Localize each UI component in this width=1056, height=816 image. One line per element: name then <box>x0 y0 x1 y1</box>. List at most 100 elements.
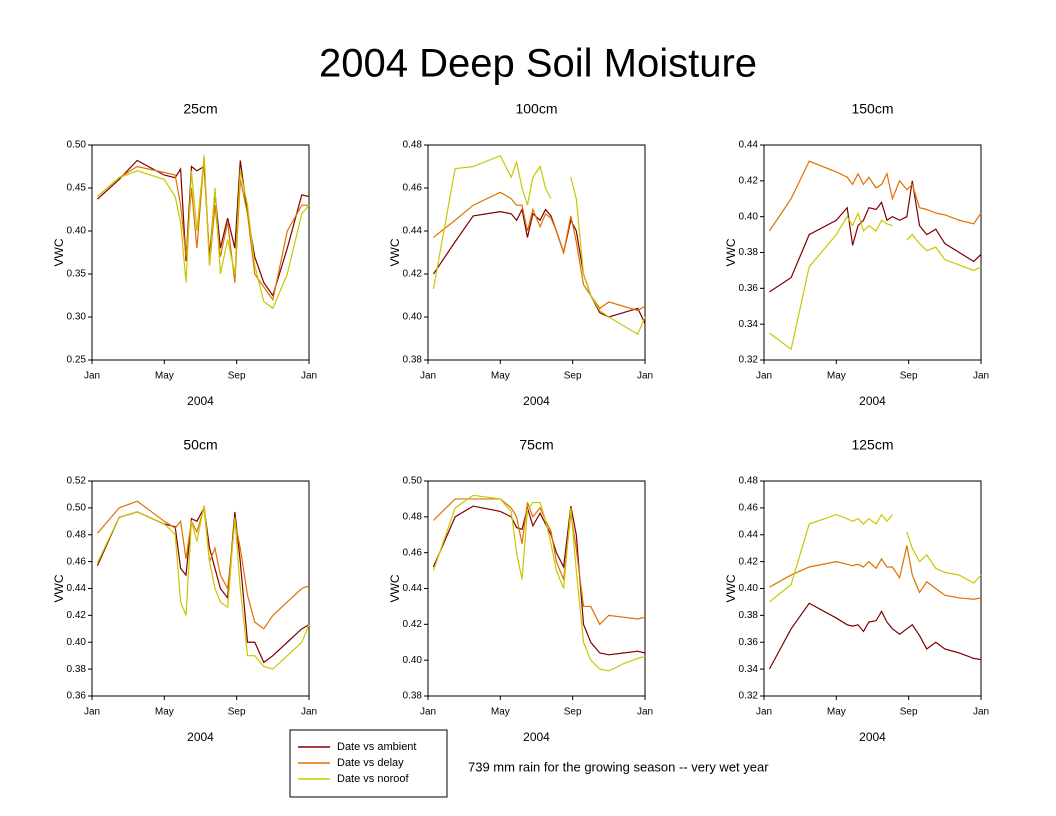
x-tick-label: Jan <box>301 707 317 718</box>
data-line <box>432 207 646 324</box>
x-tick-label: Jan <box>973 371 989 382</box>
x-tick-label: Jan <box>420 707 436 718</box>
data-line <box>96 500 310 630</box>
data-line <box>432 494 646 672</box>
x-tick-label: Sep <box>900 371 918 382</box>
x-axis-label: 2004 <box>859 394 886 408</box>
y-tick-label: 0.32 <box>739 691 759 702</box>
x-tick-label: Sep <box>564 707 582 718</box>
x-tick-label: Jan <box>756 707 772 718</box>
y-tick-label: 0.40 <box>67 226 87 237</box>
x-tick-label: May <box>491 707 510 718</box>
data-line <box>96 505 310 664</box>
chart-title: 25cm <box>183 101 217 117</box>
x-tick-label: May <box>155 371 174 382</box>
y-tick-label: 0.42 <box>739 556 759 567</box>
plot-frame <box>427 144 646 361</box>
data-line <box>432 505 646 656</box>
y-tick-label: 0.42 <box>67 610 87 621</box>
data-line <box>96 505 310 670</box>
y-tick-label: 0.30 <box>67 312 87 323</box>
y-tick-label: 0.38 <box>739 247 759 258</box>
y-tick-label: 0.42 <box>403 269 423 280</box>
data-line <box>769 513 982 603</box>
data-line <box>768 160 982 232</box>
y-axis-label: VWC <box>388 574 402 602</box>
plot-frame <box>763 480 982 697</box>
y-tick-label: 0.52 <box>67 476 87 487</box>
x-axis-label: 2004 <box>859 730 886 744</box>
x-tick-label: Jan <box>637 707 653 718</box>
chart-title: 100cm <box>515 101 557 117</box>
figure-title: 2004 Deep Soil Moisture <box>319 42 757 86</box>
legend-label: Date vs noroof <box>337 773 409 785</box>
y-tick-label: 0.44 <box>67 583 87 594</box>
y-tick-label: 0.40 <box>739 211 759 222</box>
x-tick-label: Jan <box>637 371 653 382</box>
y-tick-label: 0.38 <box>739 610 759 621</box>
y-tick-label: 0.38 <box>403 355 423 366</box>
y-tick-label: 0.25 <box>67 355 87 366</box>
y-tick-label: 0.50 <box>403 476 423 487</box>
y-tick-label: 0.42 <box>403 619 423 630</box>
data-line <box>769 211 982 351</box>
data-line <box>433 498 646 626</box>
y-tick-label: 0.46 <box>739 503 759 514</box>
x-tick-label: Jan <box>420 371 436 382</box>
data-line <box>769 545 982 600</box>
x-axis-label: 2004 <box>523 394 550 408</box>
y-tick-label: 0.45 <box>67 183 87 194</box>
y-tick-label: 0.46 <box>403 183 423 194</box>
y-tick-label: 0.46 <box>403 547 423 558</box>
y-axis-label: VWC <box>724 574 738 602</box>
y-tick-label: 0.34 <box>739 664 759 675</box>
y-tick-label: 0.48 <box>67 529 87 540</box>
y-tick-label: 0.50 <box>67 140 87 151</box>
x-tick-label: Sep <box>564 371 582 382</box>
data-line <box>97 159 310 297</box>
data-line <box>769 180 982 293</box>
y-tick-label: 0.44 <box>739 140 759 151</box>
y-tick-label: 0.40 <box>403 655 423 666</box>
y-tick-label: 0.32 <box>739 355 759 366</box>
x-tick-label: Sep <box>900 707 918 718</box>
x-tick-label: Jan <box>973 707 989 718</box>
y-tick-label: 0.42 <box>739 175 759 186</box>
chart-title: 150cm <box>851 101 893 117</box>
y-tick-label: 0.44 <box>739 529 759 540</box>
y-tick-label: 0.36 <box>739 283 759 294</box>
x-tick-label: Jan <box>756 371 772 382</box>
data-line <box>433 191 646 312</box>
legend-label: Date vs delay <box>337 757 404 769</box>
y-tick-label: 0.44 <box>403 583 423 594</box>
y-tick-label: 0.36 <box>67 691 87 702</box>
x-tick-label: Sep <box>228 707 246 718</box>
chart-title: 75cm <box>519 437 553 453</box>
y-tick-label: 0.40 <box>739 583 759 594</box>
y-tick-label: 0.48 <box>739 476 759 487</box>
y-tick-label: 0.40 <box>403 312 423 323</box>
x-axis-label: 2004 <box>187 394 214 408</box>
legend-label: Date vs ambient <box>337 741 416 753</box>
y-axis-label: VWC <box>724 238 738 266</box>
x-tick-label: Jan <box>84 707 100 718</box>
data-line <box>768 602 982 670</box>
y-tick-label: 0.36 <box>739 637 759 648</box>
y-tick-label: 0.40 <box>67 637 87 648</box>
plot-frame <box>763 144 982 361</box>
x-tick-label: May <box>827 707 846 718</box>
y-tick-label: 0.38 <box>67 664 87 675</box>
y-tick-label: 0.44 <box>403 226 423 237</box>
x-tick-label: Sep <box>228 371 246 382</box>
x-tick-label: May <box>827 371 846 382</box>
data-line <box>97 157 309 302</box>
y-axis-label: VWC <box>52 574 66 602</box>
y-tick-label: 0.38 <box>403 691 423 702</box>
x-tick-label: May <box>155 707 174 718</box>
x-tick-label: Jan <box>301 371 317 382</box>
data-line <box>97 155 310 310</box>
y-tick-label: 0.50 <box>67 503 87 514</box>
x-tick-label: May <box>491 371 510 382</box>
